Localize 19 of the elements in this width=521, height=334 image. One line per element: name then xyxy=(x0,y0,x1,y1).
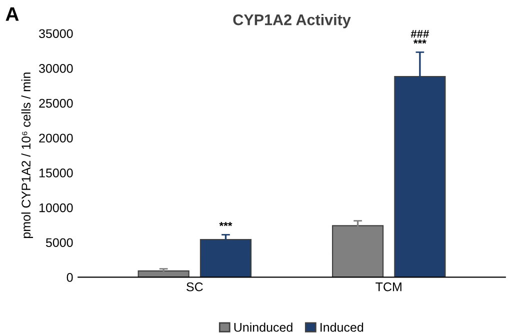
y-tick-label: 25000 xyxy=(39,98,73,108)
legend-label: Induced xyxy=(320,322,364,332)
chart-title: CYP1A2 Activity xyxy=(233,14,351,28)
bar xyxy=(332,225,384,278)
y-tick-label: 5000 xyxy=(46,238,73,248)
y-tick-label: 20000 xyxy=(39,134,73,143)
annotation: *** xyxy=(219,222,232,226)
y-axis-title: pmol CYP1A2 / 10⁶ cells / min xyxy=(21,72,33,238)
legend-label: Uninduced xyxy=(234,322,292,332)
y-tick-label: 15000 xyxy=(39,168,73,178)
y-tick-label: 35000 xyxy=(39,29,73,38)
x-tick-label: SC xyxy=(186,282,203,292)
text: A xyxy=(6,7,19,21)
y-tick-label: 0 xyxy=(66,273,73,282)
y-tick-label: 30000 xyxy=(39,64,73,73)
annotation: ### *** xyxy=(410,30,430,44)
y-tick-label: 10000 xyxy=(39,203,73,212)
bar xyxy=(200,239,252,278)
x-tick-label: TCM xyxy=(376,282,402,292)
